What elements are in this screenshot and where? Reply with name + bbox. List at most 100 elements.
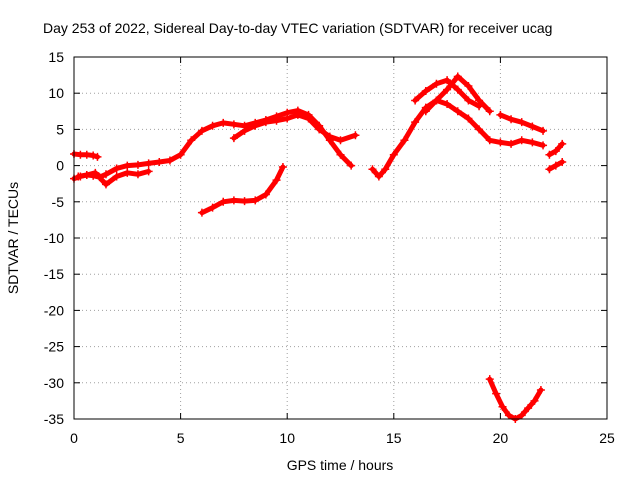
series-arc-6 <box>368 96 548 181</box>
data-point <box>133 160 142 169</box>
data-point <box>283 114 292 123</box>
data-point <box>293 110 302 119</box>
data-point <box>208 203 217 212</box>
x-tick-label: 5 <box>177 430 185 446</box>
data-point <box>464 96 473 105</box>
data-point <box>155 157 164 166</box>
series-arc-4 <box>229 110 360 145</box>
data-point <box>558 157 567 166</box>
data-point <box>304 114 313 123</box>
x-tick-label: 15 <box>386 430 402 446</box>
data-point <box>432 79 441 88</box>
data-point <box>443 85 452 94</box>
y-tick-label: 15 <box>48 49 64 65</box>
data-point <box>517 118 526 127</box>
data-point <box>545 165 554 174</box>
data-point <box>551 147 560 156</box>
data-point <box>381 165 390 174</box>
data-point <box>507 139 516 148</box>
data-point <box>261 118 270 127</box>
data-point <box>278 163 287 172</box>
data-point <box>325 132 334 141</box>
data-point <box>82 171 91 180</box>
data-point <box>443 100 452 109</box>
x-tick-label: 20 <box>493 430 509 446</box>
data-point <box>347 161 356 170</box>
data-point <box>112 172 121 181</box>
data-point <box>91 168 100 177</box>
y-tick-label: 0 <box>56 158 64 174</box>
data-point <box>123 168 132 177</box>
data-point <box>144 159 153 168</box>
data-point <box>229 196 238 205</box>
data-point <box>89 151 98 160</box>
data-point <box>475 96 484 105</box>
x-tick-label: 0 <box>70 430 78 446</box>
y-tick-label: -15 <box>44 266 64 282</box>
data-point <box>498 402 507 411</box>
data-point <box>374 172 383 181</box>
data-point <box>101 170 110 179</box>
data-point <box>144 167 153 176</box>
data-point <box>539 126 548 135</box>
data-point <box>411 118 420 127</box>
data-point <box>528 122 537 131</box>
y-tick-label: -10 <box>44 230 64 246</box>
series-arc-9 <box>496 110 548 135</box>
data-point <box>315 125 324 134</box>
data-point <box>240 197 249 206</box>
series-arc-5 <box>197 163 287 217</box>
data-point <box>187 136 196 145</box>
data-point <box>272 176 281 185</box>
data-point <box>453 107 462 116</box>
data-point <box>219 118 228 127</box>
data-point <box>507 115 516 124</box>
series-arc-1 <box>70 150 102 161</box>
y-tick-label: -30 <box>44 375 64 391</box>
data-point <box>504 411 513 420</box>
data-point <box>517 411 526 420</box>
series-arc-3 <box>74 167 153 189</box>
y-tick-label: -20 <box>44 302 64 318</box>
data-point <box>229 120 238 129</box>
series-band <box>487 376 544 422</box>
data-point <box>272 116 281 125</box>
data-point <box>545 150 554 159</box>
data-point <box>524 404 533 413</box>
series-band <box>199 164 286 216</box>
data-point <box>492 389 501 398</box>
data-point <box>219 197 228 206</box>
x-tick-label: 10 <box>279 430 295 446</box>
data-point <box>197 208 206 217</box>
data-point <box>475 125 484 134</box>
data-point <box>530 396 539 405</box>
data-point <box>336 150 345 159</box>
data-point <box>261 190 270 199</box>
data-point <box>485 107 494 116</box>
data-point <box>74 172 83 181</box>
data-point <box>197 126 206 135</box>
data-point <box>464 81 473 90</box>
data-point <box>176 150 185 159</box>
data-point <box>536 386 545 395</box>
y-tick-label: -5 <box>52 194 65 210</box>
data-point <box>93 152 102 161</box>
series-arc-11 <box>545 139 567 159</box>
y-tick-label: -25 <box>44 339 64 355</box>
data-point <box>443 76 452 85</box>
chart-title: Day 253 of 2022, Sidereal Day-to-day VTE… <box>43 20 552 36</box>
data-point <box>517 136 526 145</box>
y-tick-label: 5 <box>56 121 64 137</box>
data-point <box>528 138 537 147</box>
series-arc-8 <box>421 72 494 116</box>
data-point <box>251 121 260 130</box>
data-point <box>112 164 121 173</box>
data-point <box>133 170 142 179</box>
data-point <box>400 136 409 145</box>
data-point <box>165 156 174 165</box>
data-point <box>368 165 377 174</box>
series-band <box>231 112 358 143</box>
data-point <box>411 96 420 105</box>
data-point <box>558 139 567 148</box>
